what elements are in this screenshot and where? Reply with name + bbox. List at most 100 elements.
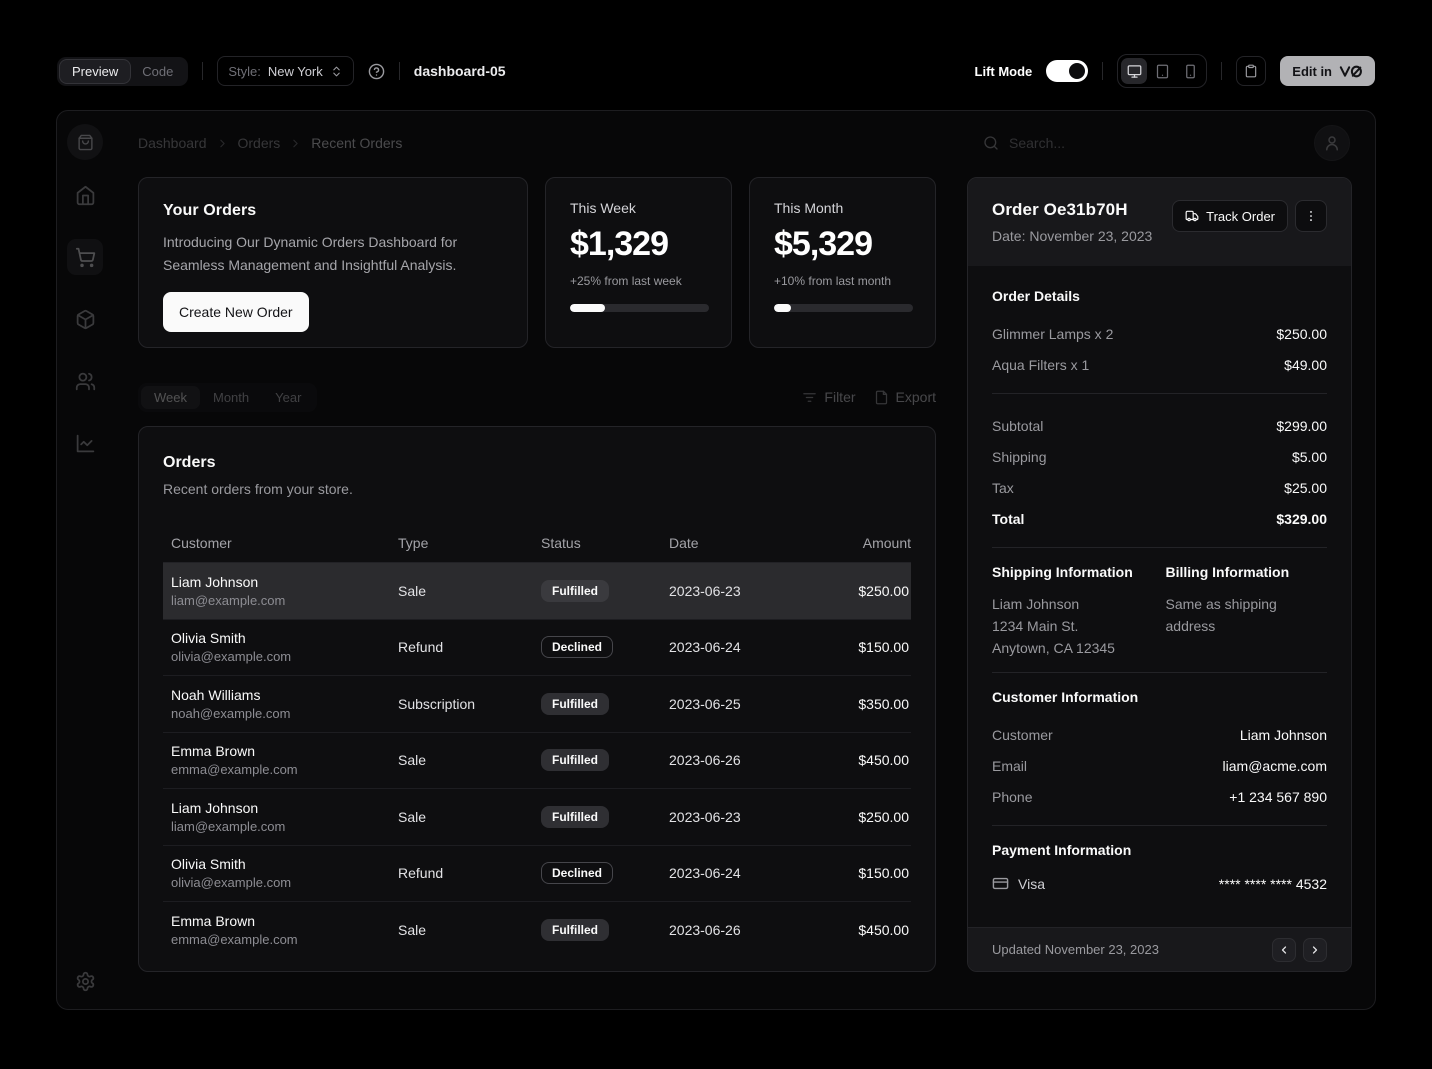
status-cell: Fulfilled [541, 579, 669, 602]
breadcrumb-dashboard[interactable]: Dashboard [138, 135, 207, 151]
file-icon [874, 390, 889, 405]
edit-in-v0-label: Edit in [1292, 63, 1332, 79]
summary-row: Tax $25.00 [992, 472, 1327, 503]
separator [992, 825, 1327, 826]
store-logo[interactable] [67, 124, 103, 160]
lift-mode-toggle[interactable] [1046, 60, 1089, 82]
chevron-right-icon [216, 137, 229, 150]
user-icon [1323, 134, 1341, 152]
table-row[interactable]: Liam Johnson liam@example.com Sale Fulfi… [163, 563, 911, 620]
status-cell: Fulfilled [541, 692, 669, 715]
stat-value: $5,329 [774, 225, 873, 263]
customer-email: noah@example.com [171, 705, 291, 721]
table-row[interactable]: Emma Brown emma@example.com Sale Fulfill… [163, 733, 911, 789]
track-order-label: Track Order [1206, 208, 1275, 224]
sidebar-item-orders[interactable] [67, 239, 103, 275]
order-detail-panel: Order Oe31b70H Date: November 23, 2023 T… [967, 177, 1352, 972]
shipping-address: Liam Johnson 1234 Main St. Anytown, CA 123… [992, 593, 1154, 659]
customer-email: liam@example.com [171, 818, 286, 834]
more-options-button[interactable] [1295, 200, 1327, 232]
date-cell: 2023-06-23 [669, 808, 741, 825]
tab-week[interactable]: Week [141, 385, 200, 409]
truck-icon [1185, 209, 1199, 223]
order-date: Date: November 23, 2023 [992, 228, 1153, 244]
sidebar-item-customers[interactable] [67, 363, 103, 399]
payment-row: Visa **** **** **** 4532 [992, 875, 1327, 892]
sidebar-item-settings[interactable] [67, 963, 103, 999]
customer-name: Liam Johnson [171, 573, 259, 590]
edit-in-v0-button[interactable]: Edit in [1280, 56, 1375, 86]
tablet-icon [1155, 64, 1170, 79]
summary-value: $5.00 [1291, 448, 1327, 465]
tab-month[interactable]: Month [213, 389, 250, 405]
address-line: 1234 Main St. [992, 618, 1079, 634]
smartphone-icon [1183, 64, 1198, 79]
sidebar-item-products[interactable] [67, 301, 103, 337]
style-select[interactable]: Style: New York [217, 56, 354, 86]
customer-name: Olivia Smith [171, 856, 246, 873]
billing-info-block: Billing Information Same as shipping add… [1166, 564, 1328, 659]
order-details-title: Order Details [992, 288, 1080, 304]
table-toolbar: Week Month Year Filter Export [138, 382, 936, 412]
phone-view-button[interactable] [1177, 58, 1203, 84]
tab-year[interactable]: Year [275, 389, 302, 405]
info-label: Customer [992, 726, 1053, 743]
tab-code[interactable]: Code [142, 63, 174, 79]
customer-cell: Liam Johnson liam@example.com [163, 800, 398, 834]
address-line: Liam Johnson [992, 596, 1080, 612]
summary-label: Total [992, 510, 1025, 527]
progress-fill [774, 304, 791, 312]
orders-card-subtitle: Recent orders from your store. [163, 481, 353, 497]
separator [992, 393, 1327, 394]
status-cell: Declined [541, 862, 669, 885]
status-cell: Fulfilled [541, 749, 669, 772]
customer-cell: Noah Williams noah@example.com [163, 687, 398, 721]
table-row[interactable]: Liam Johnson liam@example.com Sale Fulfi… [163, 789, 911, 846]
user-avatar[interactable] [1314, 125, 1350, 161]
filter-button[interactable]: Filter [802, 389, 856, 405]
customer-name: Noah Williams [171, 686, 261, 703]
desktop-view-button[interactable] [1121, 58, 1148, 84]
table-row[interactable]: Noah Williams noah@example.com Subscript… [163, 676, 911, 733]
monitor-icon [1127, 64, 1142, 79]
customer-name: Liam Johnson [171, 799, 259, 816]
stat-delta: +10% from last month [774, 274, 892, 288]
next-order-button[interactable] [1303, 937, 1327, 962]
copy-code-button[interactable] [1236, 56, 1267, 86]
card-number-masked: **** **** **** 4532 [1218, 875, 1327, 892]
table-header-row: Customer Type Status Date Amount [163, 523, 911, 563]
tablet-view-button[interactable] [1149, 58, 1175, 84]
shopping-cart-icon [75, 247, 96, 268]
breadcrumb-orders[interactable]: Orders [237, 135, 281, 151]
table-row[interactable]: Emma Brown emma@example.com Sale Fulfill… [163, 902, 911, 959]
customer-name: Emma Brown [171, 913, 256, 930]
sidebar-item-home[interactable] [67, 177, 103, 213]
table-row[interactable]: Olivia Smith olivia@example.com Refund D… [163, 620, 911, 676]
customer-name: Emma Brown [171, 743, 256, 760]
previous-order-button[interactable] [1272, 937, 1296, 962]
shipping-info-title: Shipping Information [992, 564, 1133, 580]
create-new-order-button[interactable]: Create New Order [163, 292, 309, 332]
customer-email: emma@example.com [171, 932, 298, 948]
order-panel-header: Order Oe31b70H Date: November 23, 2023 T… [968, 178, 1351, 266]
tab-preview[interactable]: Preview [60, 59, 131, 83]
updated-timestamp: Updated November 23, 2023 [992, 942, 1159, 957]
export-button[interactable]: Export [874, 389, 936, 405]
column-header-date: Date [669, 534, 699, 551]
search-input[interactable] [1009, 135, 1229, 151]
table-body: Liam Johnson liam@example.com Sale Fulfi… [163, 563, 911, 959]
column-header-type: Type [398, 534, 429, 551]
intro-card-description: Introducing Our Dynamic Orders Dashboard… [163, 234, 458, 273]
sidebar-item-analytics[interactable] [67, 425, 103, 461]
toggle-knob [1069, 63, 1086, 79]
amount-cell: $350.00 [858, 695, 909, 712]
separator [992, 672, 1327, 673]
customer-cell: Olivia Smith olivia@example.com [163, 856, 398, 890]
summary-label: Tax [992, 479, 1014, 496]
amount-cell: $250.00 [858, 582, 909, 599]
table-row[interactable]: Olivia Smith olivia@example.com Refund D… [163, 846, 911, 902]
help-circle-icon[interactable] [368, 63, 385, 80]
track-order-button[interactable]: Track Order [1172, 200, 1288, 232]
item-value: $49.00 [1284, 356, 1327, 373]
toolbar-divider [1102, 62, 1104, 80]
